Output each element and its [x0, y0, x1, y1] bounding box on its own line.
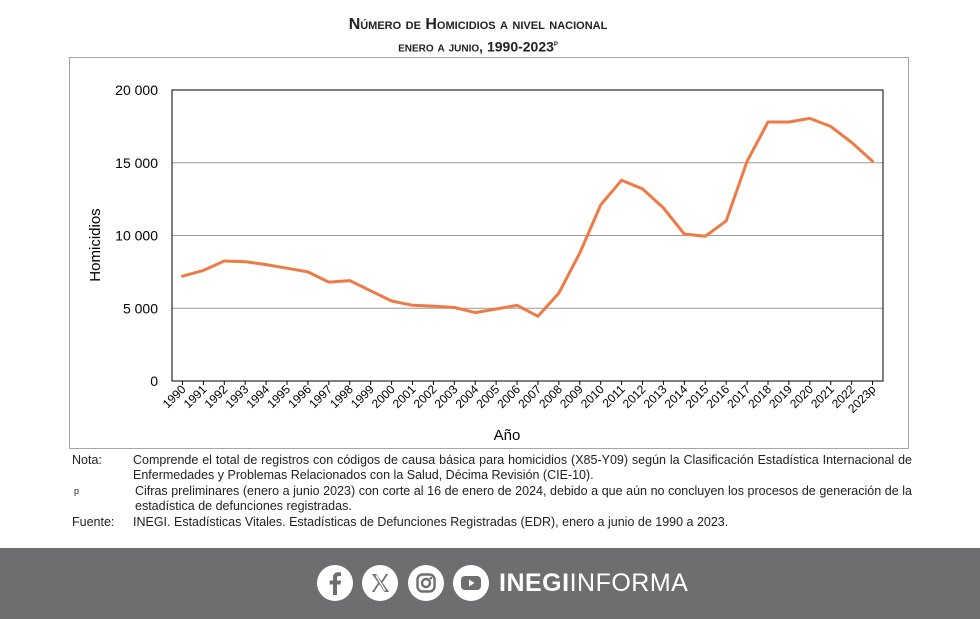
note-preliminary-key: p: [74, 486, 80, 496]
note-fuente-key: Fuente:: [72, 515, 115, 529]
preliminary-mark: p: [553, 38, 558, 48]
footer-bar: INEGIINFORMA: [0, 548, 980, 619]
note-fuente-text: INEGI. Estadísticas Vitales. Estadística…: [133, 515, 729, 529]
y-tick-label: 15 000: [115, 155, 158, 171]
facebook-icon[interactable]: [317, 565, 353, 601]
chart-subtitle: enero a junio, 1990-2023p: [0, 38, 956, 55]
y-tick-label: 10 000: [115, 228, 158, 244]
series-line-homicidios: [181, 116, 874, 318]
note-fuente: Fuente: INEGI. Estadísticas Vitales. Est…: [72, 515, 912, 530]
note-preliminary: p Cifras preliminares (enero a junio 202…: [72, 484, 912, 514]
x-axis-ticks: 1990199119921993199419951996199719981999…: [160, 381, 879, 416]
note-preliminary-text: Cifras preliminares (enero a junio 2023)…: [135, 484, 912, 513]
youtube-icon[interactable]: [453, 565, 489, 601]
plot-area: [171, 89, 884, 382]
y-tick-label: 0: [150, 373, 158, 389]
note-nota-text: Comprende el total de registros con códi…: [133, 453, 912, 482]
note-nota: Nota: Comprende el total de registros co…: [72, 453, 912, 483]
brand-bold: INEGI: [499, 569, 570, 597]
brand-light: INFORMA: [569, 569, 689, 597]
y-axis-label: Homicidios: [87, 208, 104, 281]
x-axis-label: Año: [494, 427, 521, 444]
chart-frame: [69, 57, 909, 449]
brand-logo: INEGIINFORMA: [499, 567, 688, 599]
chart-title: Número de Homicidios a nivel nacional: [348, 16, 608, 33]
chart-subtitle-text: enero a junio, 1990-2023: [398, 38, 554, 55]
footnotes: Nota: Comprende el total de registros co…: [72, 453, 912, 531]
note-nota-key: Nota:: [72, 453, 102, 467]
y-tick-label: 20 000: [115, 82, 158, 98]
y-tick-label: 5 000: [123, 300, 158, 316]
x-icon[interactable]: [362, 565, 398, 601]
instagram-icon[interactable]: [408, 565, 444, 601]
y-axis-ticks: 0 5 000 10 000 15 000 20 000: [115, 82, 158, 389]
grid-lines: [172, 162, 883, 309]
line-chart: 0 5 000 10 000 15 000 20 000 199019911992199…: [87, 82, 884, 444]
